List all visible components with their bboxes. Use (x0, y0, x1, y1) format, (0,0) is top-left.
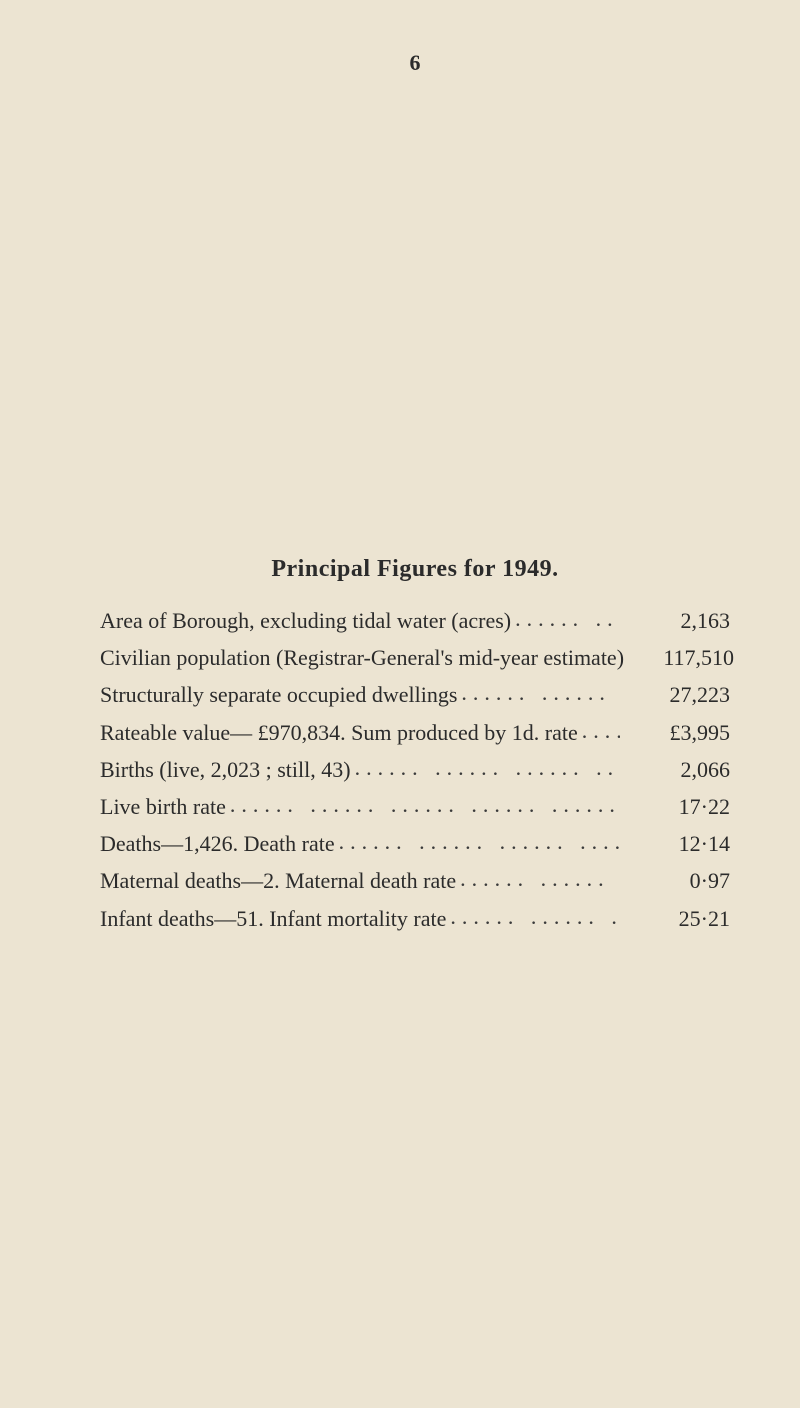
row-label: Area of Borough, excluding tidal water (… (100, 603, 511, 638)
row-value: 2,066 (620, 752, 730, 787)
dot-leader: ...... ...... ...... ...... ...... .....… (578, 713, 620, 748)
row-value: 12·14 (620, 826, 730, 861)
table-row: Civilian population (Registrar-General's… (100, 640, 730, 675)
dot-leader: ...... ...... ...... ...... ...... .....… (511, 601, 620, 636)
dot-leader: ...... ...... ...... ...... ...... .....… (335, 824, 620, 859)
table-row: Maternal deaths—2. Maternal death rate .… (100, 863, 730, 898)
table-row: Structurally separate occupied dwellings… (100, 677, 730, 712)
table-row: Deaths—1,426. Death rate ...... ...... .… (100, 826, 730, 861)
table-row: Rateable value— £970,834. Sum produced b… (100, 715, 730, 750)
row-value: 17·22 (620, 789, 730, 824)
dot-leader: ...... ...... ...... ...... ...... .....… (351, 750, 620, 785)
dot-leader: ...... ...... ...... ...... ...... .....… (446, 899, 620, 934)
table-row: Area of Borough, excluding tidal water (… (100, 603, 730, 638)
row-label: Rateable value— £970,834. Sum produced b… (100, 715, 578, 750)
row-label: Live birth rate (100, 789, 226, 824)
dot-leader: ...... ...... ...... ...... ...... .....… (226, 787, 620, 822)
table-row: Live birth rate ...... ...... ...... ...… (100, 789, 730, 824)
row-value: 27,223 (620, 677, 730, 712)
row-value: 2,163 (620, 603, 730, 638)
row-label: Civilian population (Registrar-General's… (100, 640, 624, 675)
row-value: 117,510 (624, 640, 734, 675)
table-row: Births (live, 2,023 ; still, 43) ...... … (100, 752, 730, 787)
page: 6 Principal Figures for 1949. Area of Bo… (0, 0, 800, 1408)
row-value: £3,995 (620, 715, 730, 750)
row-value: 0·97 (620, 863, 730, 898)
row-label: Births (live, 2,023 ; still, 43) (100, 752, 351, 787)
row-label: Infant deaths—51. Infant mortality rate (100, 901, 446, 936)
row-label: Deaths—1,426. Death rate (100, 826, 335, 861)
section-title: Principal Figures for 1949. (100, 556, 730, 583)
row-label: Maternal deaths—2. Maternal death rate (100, 863, 456, 898)
dot-leader: ...... ...... ...... ...... ...... .....… (456, 861, 620, 896)
row-value: 25·21 (620, 901, 730, 936)
table-row: Infant deaths—51. Infant mortality rate … (100, 901, 730, 936)
page-number: 6 (100, 50, 730, 76)
row-label: Structurally separate occupied dwellings (100, 677, 457, 712)
dot-leader: ...... ...... ...... ...... ...... .....… (457, 675, 620, 710)
